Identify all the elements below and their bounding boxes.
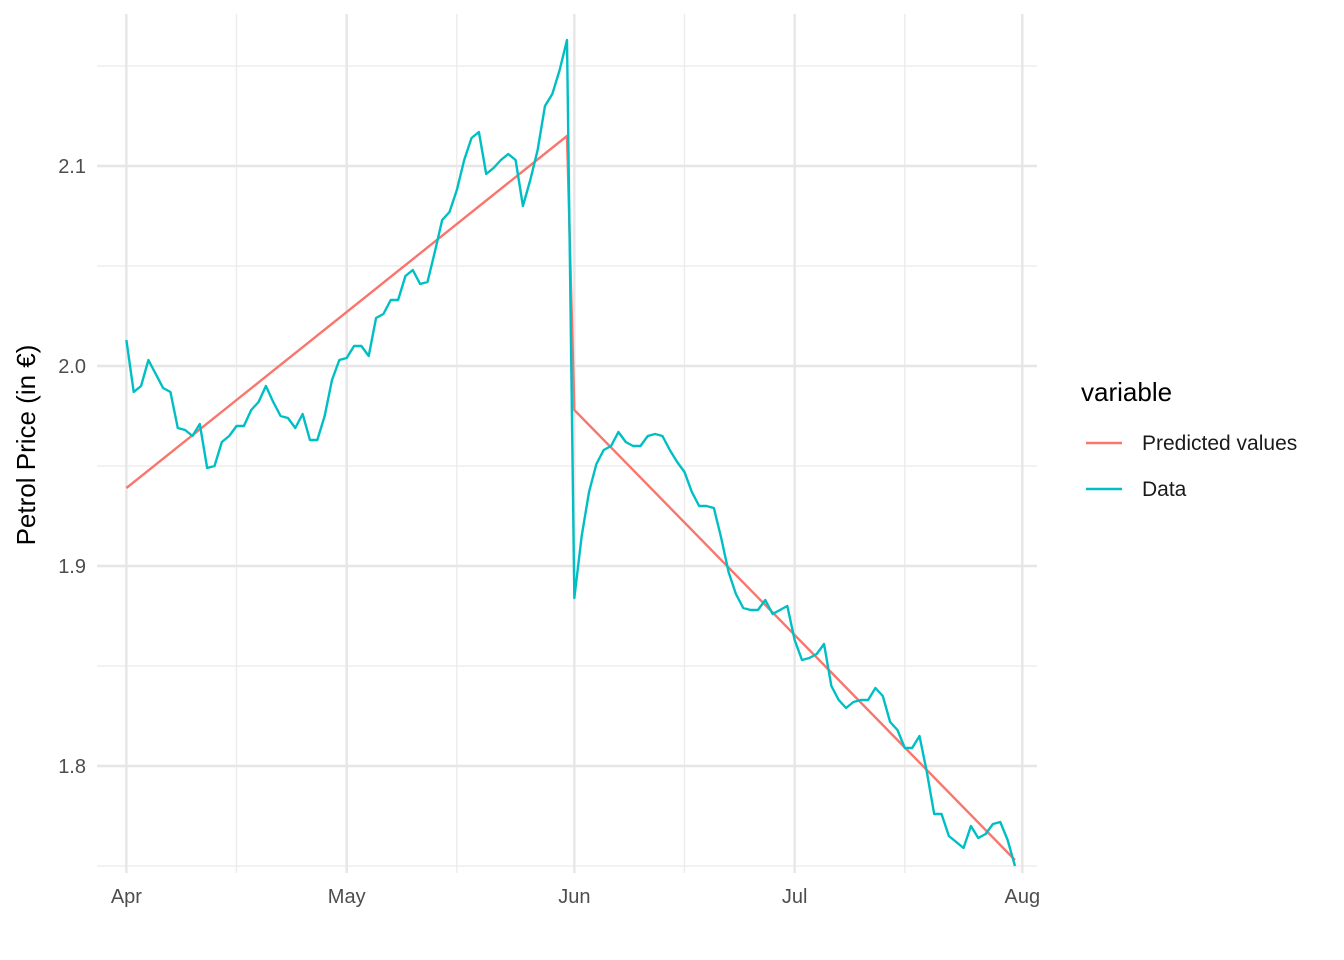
series-line-data [125,38,1017,867]
legend-entries: Predicted values Data [1086,432,1297,501]
x-tick-label: Apr [111,886,142,908]
legend-title: variable [1081,377,1172,407]
y-tick-label: 1.9 [58,556,86,578]
legend-label-predicted-values: Predicted values [1142,432,1297,455]
y-tick-label: 2.0 [58,356,86,378]
y-tick-label: 2.1 [58,156,86,178]
legend: variable Predicted values Data [1081,377,1297,501]
y-tick-label: 1.8 [58,756,86,778]
x-tick-label: Jun [558,886,590,908]
y-axis-tick-labels: 1.8 1.9 2.0 2.1 [58,156,86,778]
y-axis-title: Petrol Price (in €) [11,345,41,546]
x-tick-label: Jul [782,886,808,908]
series-lines [125,38,1017,867]
x-axis-tick-labels: Apr May Jun Jul Aug [111,886,1040,908]
x-tick-label: Aug [1005,886,1041,908]
legend-label-data: Data [1142,478,1187,501]
x-tick-label: May [328,886,366,908]
